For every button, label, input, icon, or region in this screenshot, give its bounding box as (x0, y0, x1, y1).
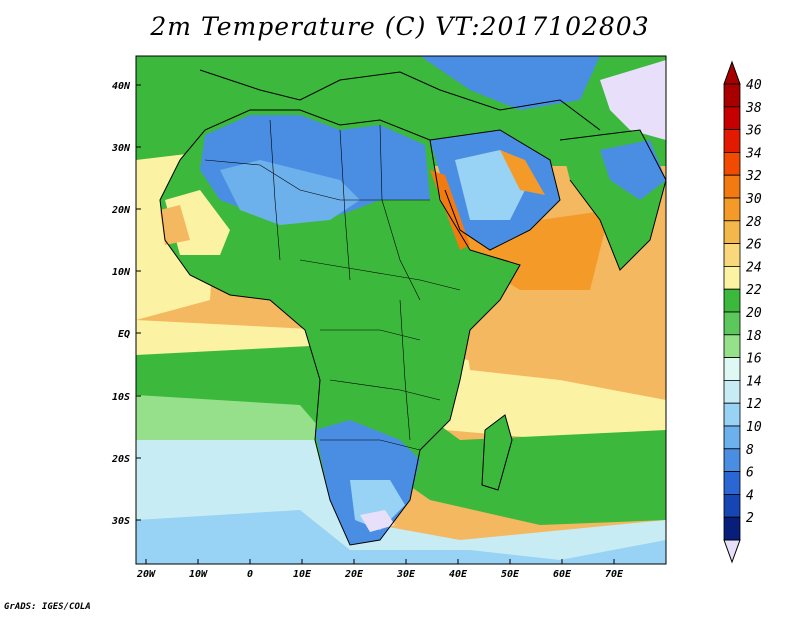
colorbar-swatch (723, 357, 741, 381)
lat-label: 30N (111, 143, 131, 154)
country-borders (204, 119, 461, 451)
colorbar-swatch (723, 174, 741, 199)
colorbar-swatch (723, 471, 741, 495)
land-india-blue (600, 140, 666, 200)
colorbar-swatch (723, 288, 741, 313)
lat-label: 20S (111, 454, 130, 465)
colorbar-label: 4 (746, 488, 754, 503)
colorbar: 40 38 36 34 32 30 28 26 24 22 20 18 16 14 12 10 8 6 4 2 (723, 60, 762, 564)
lat-axis: 40N 30N 20N 10N EQ 10S 20S 30S (111, 81, 141, 527)
colorbar-label: 12 (746, 397, 762, 412)
lon-label: 0 (247, 569, 253, 580)
land-westafrica-hot (160, 205, 190, 245)
grads-credit: GrADS: IGES/COLA (4, 602, 91, 612)
lon-axis: 20W 10W 0 10E 20E 30E 40E 50E 60E 70E (136, 559, 624, 580)
temperature-map (136, 56, 666, 564)
colorbar-swatch (723, 265, 741, 290)
lat-label: 20N (111, 205, 131, 216)
colorbar-label: 6 (746, 466, 754, 481)
land-gulf-hot (500, 150, 545, 195)
colorbar-swatch (723, 151, 741, 176)
colorbar-label: 26 (746, 238, 762, 253)
colorbar-label: 16 (746, 352, 762, 367)
colorbar-label: 24 (746, 260, 762, 275)
land-africa (160, 110, 520, 545)
lon-label: 70E (605, 569, 624, 580)
lon-label: 10E (293, 569, 312, 580)
lat-label: EQ (118, 329, 130, 340)
lon-label: 10W (189, 569, 208, 580)
colorbar-swatch (723, 129, 741, 153)
land-south-snow (360, 510, 395, 532)
land-europe-blue (420, 56, 600, 110)
map-frame (135, 55, 667, 565)
colorbar-label: 14 (746, 374, 762, 389)
lon-label: 60E (553, 569, 572, 580)
colorbar-swatch (723, 379, 741, 404)
colorbar-label: 30 (745, 192, 762, 207)
lat-label: 10S (112, 392, 130, 403)
colorbar-swatch (723, 311, 741, 336)
colorbar-label: 28 (746, 215, 762, 230)
land-madagascar (482, 415, 512, 490)
lat-label: 10N (112, 267, 131, 278)
land-sahara-light (220, 160, 360, 225)
colorbar-swatch (723, 197, 741, 222)
colorbar-label: 40 (746, 78, 762, 93)
colorbar-swatch (723, 83, 741, 108)
ocean-band-lightgreen (136, 395, 330, 440)
coastlines (159, 69, 666, 546)
colorbar-swatch (723, 106, 741, 131)
colorbar-label: 20 (746, 306, 762, 321)
colorbar-swatch (723, 448, 741, 472)
colorbar-label: 34 (745, 146, 762, 161)
lon-label: 50E (501, 569, 520, 580)
ocean-band-blue (136, 510, 666, 564)
colorbar-label: 36 (745, 124, 762, 139)
colorbar-arrow-low (723, 539, 741, 564)
map-title: 2m Temperature (C) VT:2017102803 (150, 12, 650, 41)
colorbar-label: 10 (746, 420, 762, 435)
colorbar-swatch (723, 425, 741, 450)
lon-label: 30E (396, 569, 416, 580)
lat-label: 30S (111, 516, 130, 527)
lon-label: 20W (136, 569, 156, 580)
colorbar-swatch (723, 493, 741, 518)
colorbar-label: 22 (746, 283, 762, 298)
lon-label: 40E (449, 569, 468, 580)
colorbar-label: 8 (746, 443, 754, 458)
colorbar-label: 38 (745, 101, 762, 116)
land-himalaya-snow (600, 60, 666, 140)
colorbar-swatch (723, 243, 741, 267)
colorbar-swatch (723, 334, 741, 358)
colorbar-swatch (723, 402, 741, 427)
lat-label: 40N (112, 81, 131, 92)
colorbar-swatch (723, 220, 741, 245)
colorbar-label: 18 (746, 329, 762, 344)
colorbar-arrow-high (723, 60, 741, 85)
colorbar-swatch (723, 516, 741, 541)
lon-label: 20E (344, 569, 364, 580)
colorbar-label: 2 (746, 511, 754, 526)
colorbar-label: 32 (745, 169, 762, 184)
